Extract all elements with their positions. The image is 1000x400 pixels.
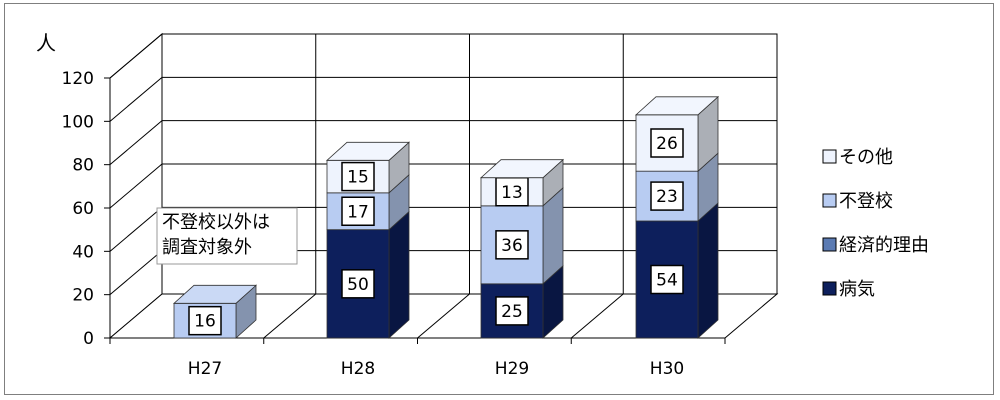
legend-label: 不登校 [839, 191, 893, 212]
data-label: 23 [656, 187, 678, 207]
gridline-side [109, 163, 163, 209]
y-axis-label: 人 [36, 31, 56, 55]
legend-label: 病気 [839, 279, 875, 300]
data-label-box [650, 181, 684, 211]
data-label-box [495, 296, 529, 326]
legend-label: 経済的理由 [839, 235, 929, 256]
y-tick-label: 20 [72, 286, 94, 306]
chart-frame [4, 3, 994, 395]
data-label-box [650, 264, 684, 295]
y-tick-label: 60 [72, 199, 94, 219]
y-tick-label: 100 [62, 112, 94, 132]
legend-swatch [822, 237, 837, 252]
data-label: 15 [347, 168, 369, 188]
y-tick-label: 40 [72, 242, 94, 262]
floor-divider [417, 293, 470, 339]
data-label: 36 [501, 236, 523, 256]
bar-top [172, 284, 258, 304]
data-label-box [495, 177, 529, 207]
gridline-side [109, 120, 163, 166]
data-label: 26 [656, 134, 678, 154]
annotation-text: 調査対象外 [162, 237, 252, 258]
data-label: 16 [194, 312, 216, 332]
bar-top [634, 96, 720, 116]
data-label: 25 [501, 302, 523, 322]
bar-side [697, 202, 719, 339]
data-label-box [650, 128, 684, 158]
bar-side [388, 210, 410, 339]
legend-label: その他 [839, 147, 893, 168]
legend-swatch [822, 149, 837, 164]
gridline-side [109, 206, 163, 252]
legend-swatch [822, 281, 837, 296]
bar-top [325, 141, 411, 161]
data-label-box [341, 269, 375, 299]
y-tick-label: 0 [83, 329, 94, 349]
data-label: 50 [347, 275, 369, 295]
floor-divider [263, 293, 317, 339]
gridline-side [109, 76, 163, 122]
data-label: 13 [501, 183, 523, 203]
floor-divider [570, 293, 624, 339]
data-label: 17 [347, 202, 369, 222]
gridline-side [109, 250, 163, 296]
data-label-box [188, 305, 222, 336]
data-label: 54 [656, 271, 678, 291]
legend-swatch [822, 193, 837, 208]
x-tick-label: H27 [188, 359, 222, 379]
x-tick-label: H28 [341, 359, 375, 379]
annotation-text: 不登校以外は [162, 212, 270, 233]
bar-top [479, 159, 565, 179]
data-label-box [341, 196, 375, 226]
x-tick-label: H29 [495, 359, 529, 379]
data-label-box [341, 161, 375, 192]
data-label-box [495, 230, 529, 260]
annotation-box [156, 207, 298, 265]
x-tick-label: H30 [650, 359, 684, 379]
gridline-side [109, 33, 163, 79]
y-tick-label: 120 [62, 69, 94, 89]
y-tick-label: 80 [72, 156, 94, 176]
